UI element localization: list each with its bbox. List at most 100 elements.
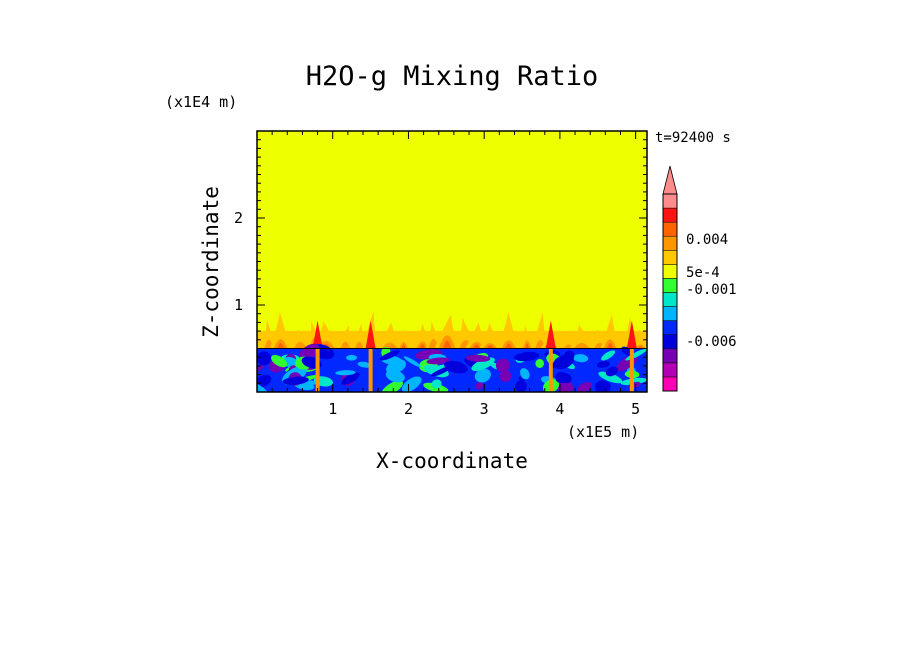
axis-ticks (257, 131, 647, 392)
plume-red (365, 320, 376, 349)
plume (290, 329, 311, 349)
turbulence-eddy (341, 372, 360, 385)
plume-hot (442, 340, 452, 349)
turbulence-eddy (430, 366, 451, 377)
plume-hot (401, 344, 406, 349)
turbulence-eddy (601, 350, 616, 361)
plume-red (312, 320, 323, 349)
turbulence-eddy (335, 370, 356, 376)
turbulence-eddy (520, 368, 530, 380)
turbulence-eddy (299, 343, 320, 361)
x-tick-label: 5 (631, 400, 640, 418)
plume (520, 325, 534, 349)
turbulence-eddy (271, 355, 288, 368)
plume (479, 323, 501, 349)
turbulence-eddy (595, 380, 611, 392)
plume-hot (277, 342, 285, 349)
y-tick-label: 1 (234, 296, 243, 314)
plume (413, 323, 433, 349)
colorbar-swatch (662, 292, 678, 307)
plume-red (626, 320, 637, 349)
colorbar-swatch (662, 264, 678, 279)
turbulence-eddy (474, 368, 491, 383)
x-tick-labels: 1 2 3 4 5 (328, 400, 640, 418)
colorbar-label-1: 0.004 (686, 232, 728, 248)
turbulence-eddy (495, 358, 510, 373)
turbulence-eddy (555, 371, 568, 384)
colorbar-swatch (662, 334, 678, 350)
turbulence-eddy (257, 374, 272, 388)
plume-core (293, 342, 307, 349)
colorbar-swatch (662, 207, 678, 223)
colorbar-swatch (662, 193, 678, 209)
plume (497, 312, 520, 349)
colorbar-swatch (662, 306, 678, 321)
turbulence-eddy (514, 351, 540, 362)
turbulence-eddy (515, 380, 527, 392)
turbulence-eddy (257, 351, 272, 366)
colorbar-label-2: 5e-4 (686, 265, 720, 281)
turbulence-eddy (426, 357, 451, 365)
turbulence-eddy (432, 364, 448, 372)
plume (377, 322, 402, 349)
colorbar-swatch (662, 348, 678, 364)
turbulence-eddy (357, 361, 372, 368)
y-tick-label: 2 (234, 209, 243, 227)
turbulence-eddy (597, 361, 610, 368)
turbulence-eddy (535, 359, 544, 368)
plume (569, 324, 595, 349)
colorbar-frame (662, 193, 678, 392)
turbulence-eddy (431, 379, 442, 389)
colorbar (662, 165, 678, 392)
x-tick-label: 4 (555, 400, 564, 418)
plume (633, 329, 647, 349)
turbulence-eddy (444, 360, 468, 374)
x-tick-label: 2 (404, 400, 413, 418)
colorbar-extend-triangle (662, 165, 678, 195)
colorbar-swatch (662, 376, 678, 392)
colorbar-swatch (662, 235, 678, 251)
colorbar-swatch (662, 362, 678, 378)
plume (269, 311, 292, 349)
plume (434, 314, 461, 349)
turbulence-eddy (346, 354, 358, 361)
plume-hot (419, 344, 426, 349)
turbulence-eddy (282, 376, 309, 385)
updraft-core (368, 348, 373, 392)
turbulence-eddy (475, 382, 484, 390)
boundary-layer (257, 343, 647, 392)
colorbar-swatch (662, 250, 678, 265)
plume-hot (505, 343, 513, 349)
plume (352, 323, 367, 349)
plume-core (340, 341, 351, 349)
time-label: t=92400 s (655, 130, 731, 146)
x-multiplier-label: (x1E5 m) (567, 423, 639, 441)
plume-red (545, 320, 556, 349)
y-multiplier-label: (x1E4 m) (165, 93, 237, 111)
colorbar-swatch (662, 320, 678, 335)
turbulence-eddy (379, 350, 400, 361)
turbulence-eddy (401, 376, 422, 392)
turbulence-eddy (577, 381, 593, 392)
updraft-core (629, 348, 634, 392)
colorbar-label-3: -0.001 (686, 282, 737, 298)
plume-hot (638, 346, 644, 349)
chart-title: H2O-g Mixing Ratio (306, 61, 599, 92)
x-tick-label: 1 (328, 400, 337, 418)
turbulence-eddy (471, 357, 495, 372)
y-tick-labels: 12 (234, 209, 243, 314)
colorbar-swatch (662, 278, 678, 293)
plot-area (257, 131, 647, 392)
plume (338, 324, 353, 349)
plume-hot (606, 343, 614, 349)
plume (532, 312, 549, 349)
plume-hot (486, 345, 494, 349)
plume (397, 328, 410, 349)
turbulence-eddy (573, 354, 589, 363)
colorbar-swatch (662, 221, 678, 237)
x-axis-label: X-coordinate (376, 449, 528, 473)
colorbar-label-4: -0.006 (686, 334, 737, 350)
colorbar-labels: 0.004 5e-4 -0.001 -0.006 (686, 232, 737, 350)
updraft-core (315, 348, 320, 392)
